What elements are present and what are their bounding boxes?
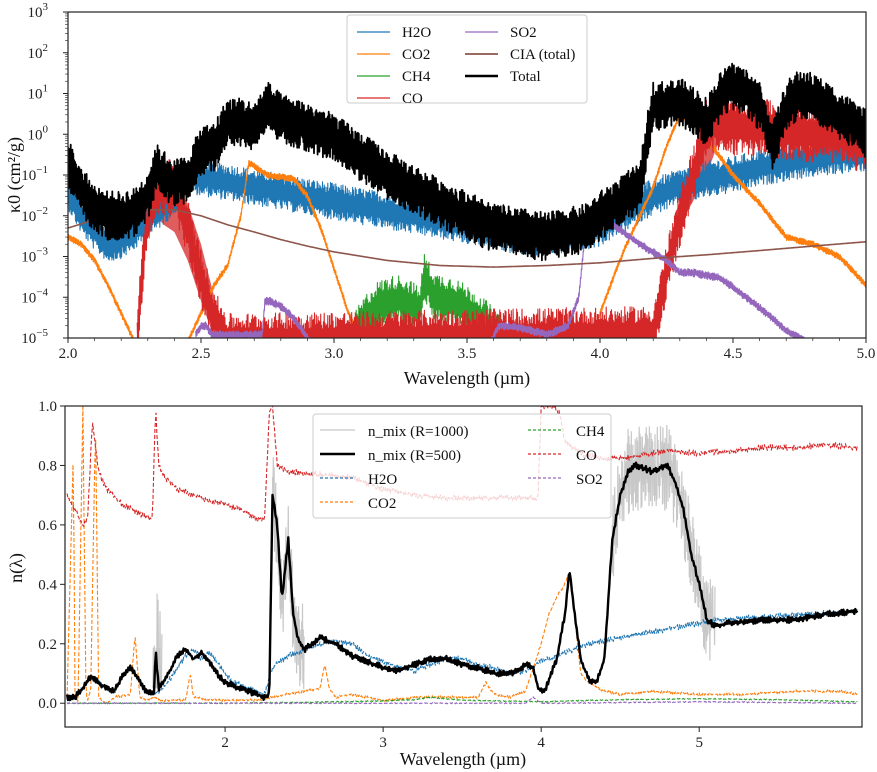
x-tick-label: 2 [221, 735, 229, 751]
x-tick-label: 3.0 [325, 346, 344, 362]
series-n-mix-r1000 [611, 424, 716, 661]
series-n-mix-r-500- [65, 461, 859, 702]
legend-label: CH4 [576, 424, 605, 440]
series-so2 [195, 211, 806, 338]
y-tick-label: 10−2 [21, 205, 48, 225]
legend-box [346, 14, 588, 104]
x-tick-label: 5.0 [857, 346, 876, 362]
y-tick-label: 102 [28, 42, 49, 62]
y-tick-label: 0.4 [38, 577, 57, 593]
legend-label: Total [510, 69, 541, 85]
x-tick-label: 4.5 [724, 346, 743, 362]
y-tick-label: 0.2 [38, 637, 57, 653]
y-tick-label: 103 [28, 1, 49, 21]
y-tick-label: 100 [28, 123, 49, 143]
x-axis-label: Wavelength (µm) [404, 368, 530, 389]
x-tick-label: 4 [537, 735, 545, 751]
series-co [66, 406, 858, 528]
legend-label: SO2 [510, 25, 537, 41]
series-total [68, 62, 866, 262]
y-tick-label: 0.6 [38, 518, 57, 534]
legend-label: n_mix (R=500) [368, 448, 461, 464]
x-tick-label: 2.5 [192, 346, 211, 362]
opacity-panel: 2.0 2.5 3.0 3.5 4.0 4.5 5.0 10−5 10−4 10−3 10−2 10… [4, 1, 875, 389]
legend: n_mix (R=1000) n_mix (R=500) H2O CO2 CH4 CO SO… [312, 413, 612, 519]
legend-box [312, 413, 612, 519]
legend-label: CH4 [402, 69, 431, 85]
legend-label: CO [576, 448, 597, 464]
legend-label: H2O [402, 25, 431, 41]
legend: H2O CO2 CH4 CO SO2 CIA (total) Total [346, 14, 588, 107]
legend-label: SO2 [576, 472, 603, 488]
x-axis-label: Wavelength (µm) [400, 749, 526, 770]
series-co2 [68, 112, 866, 338]
y-axis-label: n(λ) [6, 553, 27, 583]
x-tick-label: 5 [695, 735, 703, 751]
legend-label: CO [402, 91, 423, 107]
y-tick-label: 0.8 [38, 458, 57, 474]
x-tick-label: 4.0 [591, 346, 610, 362]
x-tick-label: 3.5 [458, 346, 477, 362]
series-co2 [66, 406, 858, 705]
series-ch4 [354, 253, 500, 338]
y-tick-label: 10−1 [21, 164, 48, 184]
y-tick-label: 10−4 [21, 286, 48, 306]
y-tick-label: 0.0 [38, 696, 57, 712]
series-so2 [66, 696, 858, 705]
series-ch4 [66, 696, 858, 705]
legend-label: CIA (total) [510, 47, 575, 63]
y-tick-label: 1.0 [38, 399, 57, 415]
x-tick-label: 2.0 [59, 346, 78, 362]
legend-label: H2O [368, 472, 397, 488]
x-tick-label: 3 [379, 735, 387, 751]
legend-label: CO2 [402, 47, 430, 63]
y-axis-label: κ0 (cm²/g) [4, 137, 25, 213]
legend-label: n_mix (R=1000) [368, 424, 469, 440]
y-tick-label: 101 [28, 83, 49, 103]
y-tick-label: 10−3 [21, 246, 48, 266]
plot-frame [64, 405, 863, 728]
y-tick-label: 10−5 [21, 327, 48, 347]
series-cia-total- [68, 209, 866, 268]
legend-label: CO2 [368, 496, 396, 512]
